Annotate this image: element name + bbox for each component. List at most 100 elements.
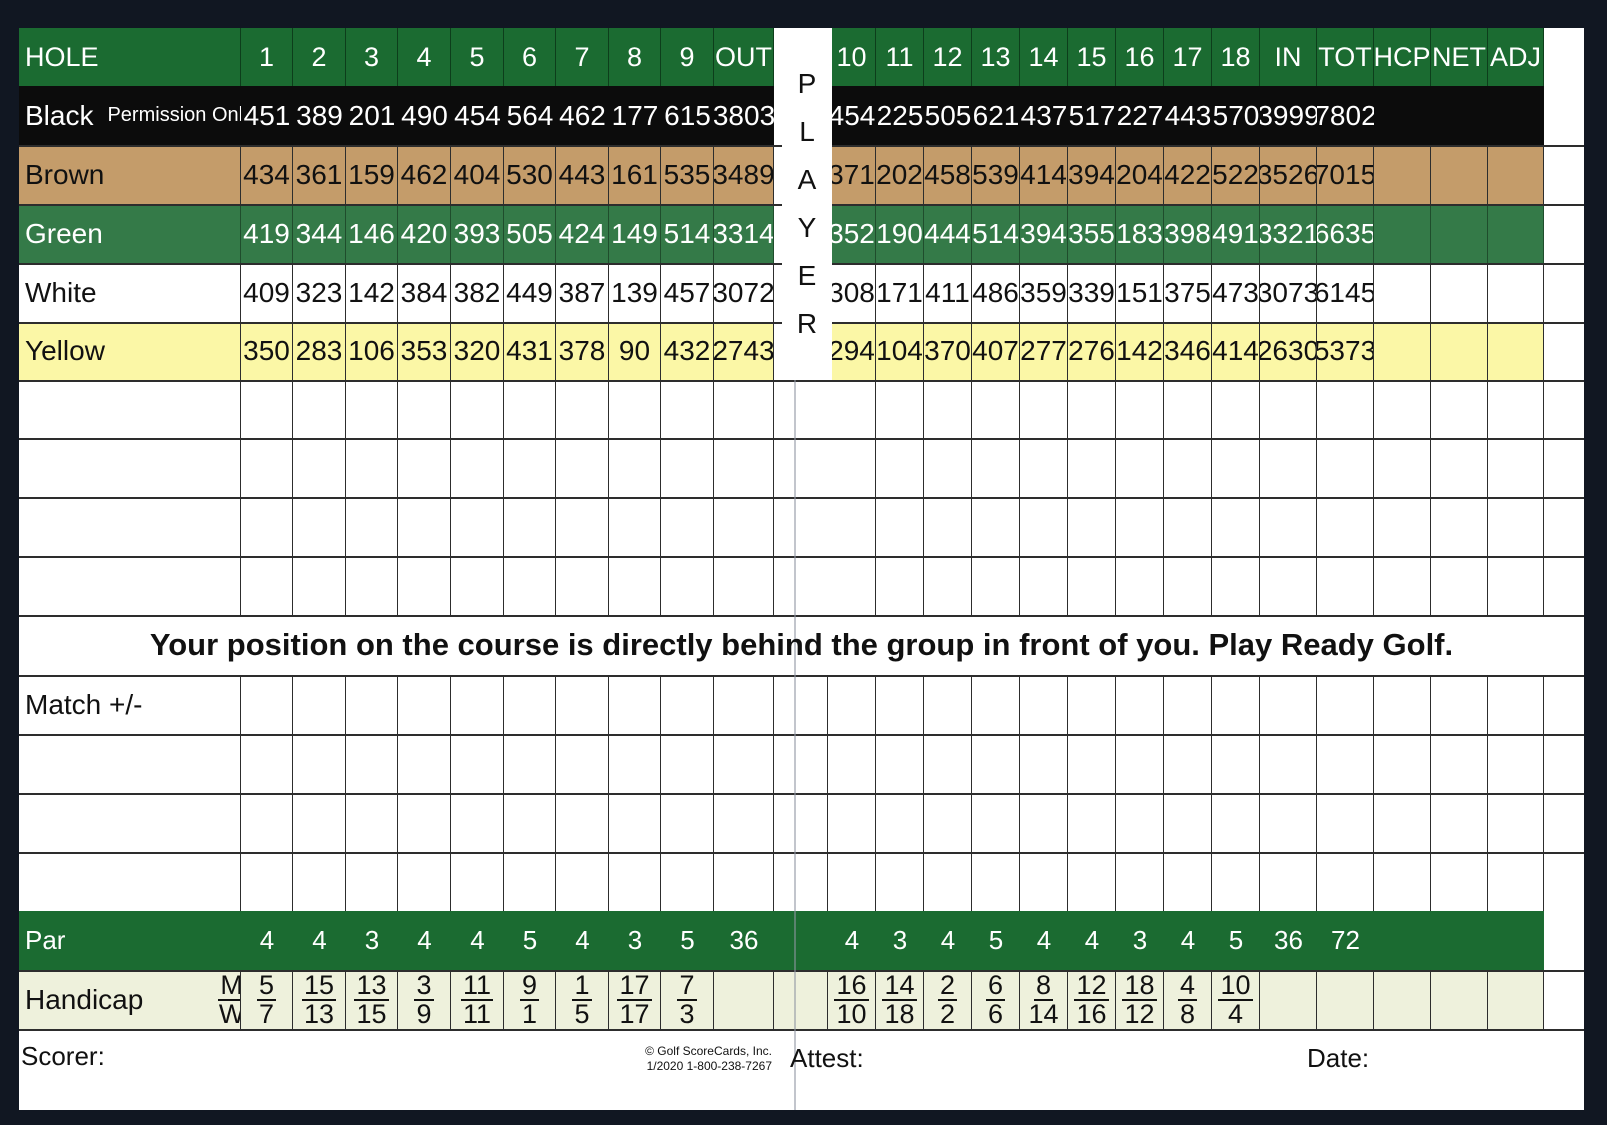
score-cell <box>828 793 876 852</box>
par-cell: 4 <box>924 911 972 970</box>
yardage-cell: 615 <box>661 86 714 145</box>
score-cell <box>398 438 451 497</box>
score-cell <box>876 675 924 734</box>
hole-header-cell: TOT <box>1317 28 1374 86</box>
score-cell <box>556 556 609 615</box>
row-divider <box>19 1029 1584 1031</box>
par-cell <box>1374 911 1431 970</box>
score-cell <box>774 852 828 911</box>
score-cell <box>1116 675 1164 734</box>
yardage-cell: 387 <box>556 263 609 322</box>
score-cell <box>504 852 556 911</box>
handicap-cell: 12 16 <box>1068 970 1116 1029</box>
yardage-cell: 370 <box>924 322 972 380</box>
score-cell <box>1317 793 1374 852</box>
yardage-cell: 490 <box>398 86 451 145</box>
yardage-cell: 414 <box>1020 145 1068 204</box>
womens-handicap: 1 <box>521 998 538 1029</box>
score-cell <box>1068 556 1116 615</box>
score-cell <box>1488 380 1544 438</box>
handicap-fraction: 12 16 <box>1074 971 1109 1028</box>
yardage-cell: 276 <box>1068 322 1116 380</box>
womens-handicap: 10 <box>836 998 867 1029</box>
yardage-cell: 621 <box>972 86 1020 145</box>
yardage-cell: 491 <box>1212 204 1260 263</box>
mens-handicap: 17 <box>617 970 652 1001</box>
par-cell <box>1431 911 1488 970</box>
score-cell <box>1260 675 1317 734</box>
score-cell <box>1260 734 1317 793</box>
yardage-cell: 422 <box>1164 145 1212 204</box>
score-cell <box>1374 556 1431 615</box>
score-cell <box>504 497 556 556</box>
score-cell <box>346 793 398 852</box>
mens-handicap: 15 <box>301 970 337 1001</box>
score-cell <box>451 380 504 438</box>
hole-header-cell: 12 <box>924 28 972 86</box>
yardage-cell: 2630 <box>1260 322 1317 380</box>
score-cell <box>556 380 609 438</box>
yardage-cell: 378 <box>556 322 609 380</box>
handicap-cell: 16 10 <box>828 970 876 1029</box>
yardage-cell: 294 <box>828 322 876 380</box>
handicap-fraction: MW <box>218 971 240 1028</box>
handicap-cell: 8 14 <box>1020 970 1068 1029</box>
yardage-cell: 409 <box>241 263 293 322</box>
par-cell: 4 <box>293 911 346 970</box>
tee-name: Black <box>25 99 94 131</box>
score-cell <box>241 675 293 734</box>
hole-header-cell: 16 <box>1116 28 1164 86</box>
score-cell <box>451 556 504 615</box>
mens-handicap: 9 <box>519 970 540 1001</box>
yardage-cell <box>1431 263 1488 322</box>
par-label: Par <box>19 911 241 970</box>
yardage-cell: 161 <box>609 145 661 204</box>
yardage-cell: 7015 <box>1317 145 1374 204</box>
yardage-cell: 375 <box>1164 263 1212 322</box>
score-cell <box>241 497 293 556</box>
hole-header-cell: 6 <box>504 28 556 86</box>
score-cell <box>1488 497 1544 556</box>
player-letter: L <box>799 116 815 147</box>
score-cell <box>1020 734 1068 793</box>
womens-handicap: W <box>219 1000 240 1028</box>
yardage-cell: 320 <box>451 322 504 380</box>
womens-handicap: 5 <box>574 998 590 1029</box>
score-cell <box>1164 793 1212 852</box>
score-cell <box>1068 438 1116 497</box>
score-cell <box>1068 675 1116 734</box>
yardage-cell: 530 <box>504 145 556 204</box>
mens-handicap: 3 <box>414 970 434 1001</box>
score-cell <box>1212 793 1260 852</box>
womens-handicap: 13 <box>303 998 335 1029</box>
yardage-cell: 339 <box>1068 263 1116 322</box>
handicap-fraction: 11 11 <box>460 971 494 1028</box>
row-divider <box>19 556 1584 558</box>
tee-name: Brown <box>25 158 105 190</box>
score-cell <box>398 675 451 734</box>
yardage-cell: 398 <box>1164 204 1212 263</box>
yardage-cell <box>1374 204 1431 263</box>
score-cell <box>1317 497 1374 556</box>
hole-header-cell: 18 <box>1212 28 1260 86</box>
player-letter: E <box>797 260 817 291</box>
yardage-cell: 146 <box>346 204 398 263</box>
score-cell <box>828 556 876 615</box>
yardage-cell: 570 <box>1212 86 1260 145</box>
score-cell <box>1068 497 1116 556</box>
mens-handicap: 6 <box>985 970 1006 1001</box>
yardage-cell: 183 <box>1116 204 1164 263</box>
yardage-cell: 443 <box>1164 86 1212 145</box>
score-cell <box>346 734 398 793</box>
score-cell <box>1374 675 1431 734</box>
hole-header-cell: 11 <box>876 28 924 86</box>
score-cell <box>451 675 504 734</box>
score-cell <box>972 852 1020 911</box>
score-cell <box>1020 556 1068 615</box>
score-cell <box>1317 556 1374 615</box>
